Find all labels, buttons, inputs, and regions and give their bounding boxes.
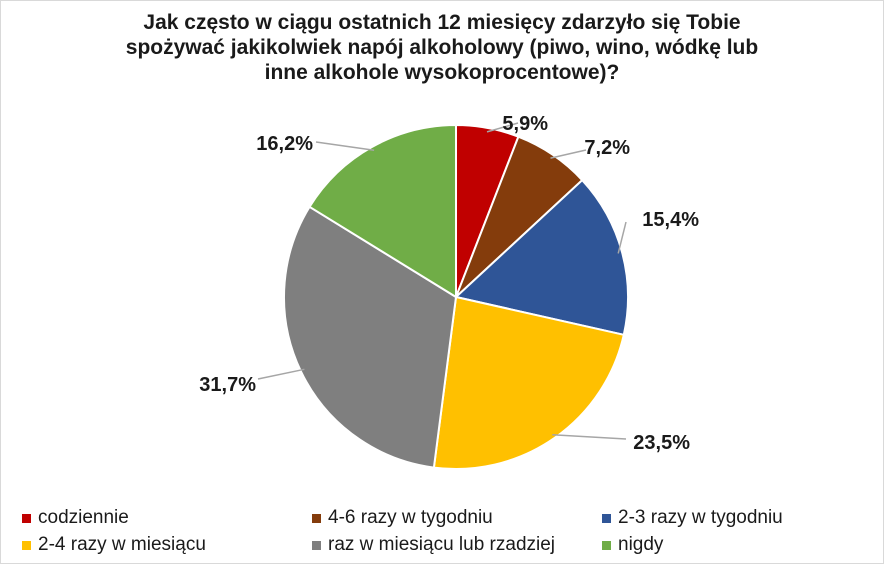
leader-line-3 (617, 221, 627, 254)
data-label-1: 5,9% (502, 113, 548, 135)
legend-label: nigdy (618, 534, 664, 555)
legend-swatch (312, 513, 321, 523)
legend-item-nigdy: nigdy (602, 531, 663, 559)
leader-line-1 (486, 122, 519, 133)
legend-swatch (312, 540, 321, 550)
legend-swatch (602, 513, 611, 523)
legend-item-2-4-razy-w-miesiacu: 2-4 razy w miesiącu (22, 531, 206, 559)
pie-slice-6 (308, 123, 457, 299)
legend-swatch (602, 540, 611, 550)
legend-label: 2-3 razy w tygodniu (618, 507, 783, 528)
leader-line-5 (257, 368, 305, 380)
data-labels: 5,9% 7,2% 15,4% 23,5% 31,7% 16,2% (199, 113, 699, 454)
pie-slices (283, 123, 629, 470)
legend-item-codziennie: codziennie (22, 504, 129, 532)
pie-slice-3 (453, 178, 629, 337)
legend-item-raz-w-miesiacu-lub-rzadziej: raz w miesiącu lub rzadziej (312, 531, 555, 559)
leader-line-4 (552, 433, 627, 440)
legend-label: 2-4 razy w miesiącu (38, 534, 206, 555)
legend: codziennie 4-6 razy w tygodniu 2-3 razy … (0, 500, 884, 560)
legend-item-4-6-razy-w-tygodniu: 4-6 razy w tygodniu (312, 504, 493, 532)
legend-swatch (22, 513, 31, 523)
leader-line-6 (315, 141, 375, 152)
data-label-4: 23,5% (633, 432, 690, 454)
pie-slice-5 (283, 205, 458, 469)
legend-label: raz w miesiącu lub rzadziej (328, 534, 556, 555)
leader-lines (257, 122, 627, 440)
legend-label: 4-6 razy w tygodniu (328, 507, 493, 528)
data-label-5: 31,7% (199, 374, 256, 396)
data-label-3: 15,4% (642, 209, 699, 231)
data-label-2: 7,2% (584, 137, 630, 159)
data-label-6: 16,2% (256, 133, 313, 155)
legend-item-2-3-razy-w-tygodniu: 2-3 razy w tygodniu (602, 504, 783, 532)
chart-title-line-1: Jak często w ciągu ostatnich 12 miesięcy… (143, 11, 741, 34)
pie-slice-4 (432, 295, 625, 470)
legend-label: codziennie (38, 507, 129, 528)
chart-title: Jak często w ciągu ostatnich 12 miesięcy… (0, 10, 884, 85)
chart-title-line-2: spożywać jakikolwiek napój alkoholowy (p… (125, 36, 759, 59)
leader-line-2 (550, 149, 587, 159)
chart-title-line-3: inne alkohole wysokoprocentowe)? (264, 61, 620, 84)
legend-swatch (22, 540, 31, 550)
